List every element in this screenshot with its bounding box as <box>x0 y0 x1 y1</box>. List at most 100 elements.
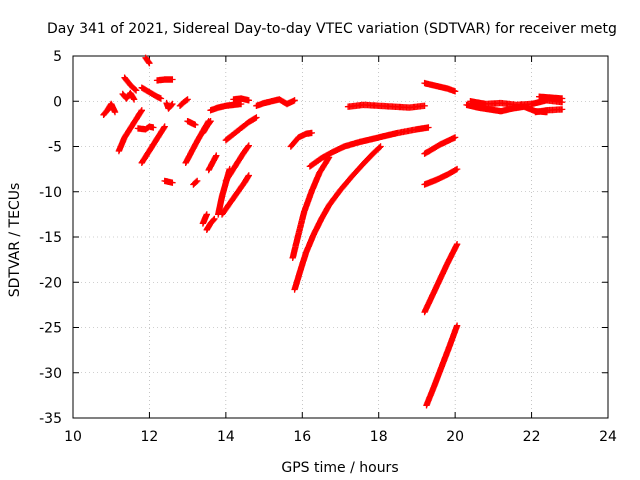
series-track-29 <box>291 143 384 293</box>
series-track-5 <box>142 54 153 67</box>
data-marks <box>100 54 566 409</box>
scatter-points <box>218 172 252 218</box>
series-track-18 <box>203 215 218 233</box>
series-track-6 <box>138 84 165 102</box>
scatter-points <box>467 97 566 109</box>
scatter-points <box>142 54 153 67</box>
series-track-21 <box>230 95 252 104</box>
series-track-3 <box>115 107 145 155</box>
series-track-20 <box>207 100 245 114</box>
scatter-points <box>421 134 459 157</box>
y-tick-label: 0 <box>53 94 62 110</box>
scatter-points <box>287 129 315 150</box>
x-tick-label: 18 <box>370 429 388 445</box>
grid <box>73 56 608 418</box>
scatter-points <box>184 118 199 128</box>
series-track-17 <box>205 152 220 174</box>
scatter-points <box>421 79 459 95</box>
series-track-9 <box>153 76 176 84</box>
scatter-points <box>176 96 191 109</box>
scatter-points <box>532 106 566 116</box>
series-track-31 <box>344 101 428 111</box>
scatter-points <box>161 177 176 186</box>
series-track-38 <box>467 97 566 109</box>
y-tick-label: -5 <box>48 140 62 156</box>
y-tick-label: -15 <box>39 230 62 246</box>
scatter-points <box>138 84 165 102</box>
x-tick-label: 24 <box>599 429 617 445</box>
y-tick-label: -30 <box>39 366 62 382</box>
x-axis-label: GPS time / hours <box>281 460 398 476</box>
scatter-points <box>153 76 176 84</box>
x-tick-label: 12 <box>141 429 159 445</box>
series-track-24 <box>222 142 252 185</box>
y-axis-label: SDTVAR / TECUs <box>7 183 23 298</box>
x-tick-labels: 10 12 14 16 18 20 22 24 <box>64 429 617 445</box>
series-track-16 <box>199 118 214 137</box>
series-track-11 <box>161 177 176 186</box>
series-track-2 <box>119 89 138 103</box>
scatter-points <box>121 74 140 94</box>
x-tick-label: 22 <box>523 429 541 445</box>
scatter-points <box>423 322 461 409</box>
x-tick-label: 16 <box>293 429 311 445</box>
series-track-19 <box>199 211 210 227</box>
series-track-25 <box>218 172 252 218</box>
scatter-points <box>344 101 428 111</box>
series-track-39 <box>536 93 566 102</box>
series-track-30 <box>306 124 432 170</box>
scatter-points <box>205 152 220 174</box>
x-tick-label: 10 <box>64 429 82 445</box>
series-track-10 <box>163 99 176 112</box>
scatter-points <box>199 211 210 227</box>
scatter-points <box>536 93 566 102</box>
series-track-12 <box>176 96 191 109</box>
scatter-points <box>421 165 461 188</box>
series-track-4 <box>121 74 140 94</box>
scatter-points <box>306 124 432 170</box>
series-track-36 <box>423 322 461 409</box>
y-tick-label: -35 <box>39 411 62 427</box>
scatter-points <box>421 241 461 316</box>
chart-title: Day 341 of 2021, Sidereal Day-to-day VTE… <box>47 21 617 37</box>
scatter-points <box>134 123 157 133</box>
scatter-points <box>222 114 260 144</box>
scatter-points <box>253 96 298 109</box>
axis-ticks <box>72 55 609 419</box>
series-track-28 <box>289 154 333 261</box>
scatter-points <box>199 118 214 137</box>
scatter-points <box>207 100 245 114</box>
scatter-points <box>138 123 168 166</box>
series-track-8 <box>138 123 168 166</box>
series-track-35 <box>421 241 461 316</box>
y-tick-label: -10 <box>39 185 62 201</box>
series-track-13 <box>184 118 199 128</box>
scatter-points <box>163 99 176 112</box>
series-track-32 <box>421 79 459 95</box>
scatter-points <box>100 100 119 118</box>
scatter-points <box>230 95 252 104</box>
series-track-22 <box>222 114 260 144</box>
scatter-points <box>203 215 218 233</box>
scatter-points <box>289 154 333 261</box>
series-track-1 <box>100 100 119 118</box>
scatter-points <box>190 177 201 188</box>
x-tick-label: 14 <box>217 429 235 445</box>
y-tick-labels: 5 0 -5 -10 -15 -20 -25 -30 -35 <box>39 49 62 427</box>
y-tick-label: -25 <box>39 321 62 337</box>
series-track-40 <box>532 106 566 116</box>
scatter-points <box>291 143 384 293</box>
x-tick-label: 20 <box>446 429 464 445</box>
scatter-points <box>115 107 145 155</box>
y-tick-label: 5 <box>53 49 62 65</box>
series-track-27 <box>287 129 315 150</box>
y-tick-label: -20 <box>39 275 62 291</box>
series-track-26 <box>253 96 298 109</box>
series-track-7 <box>134 123 157 133</box>
series-track-33 <box>421 134 459 157</box>
scatter-points <box>119 89 138 103</box>
scatter-points <box>222 142 252 185</box>
series-track-15 <box>190 177 201 188</box>
series-track-34 <box>421 165 461 188</box>
